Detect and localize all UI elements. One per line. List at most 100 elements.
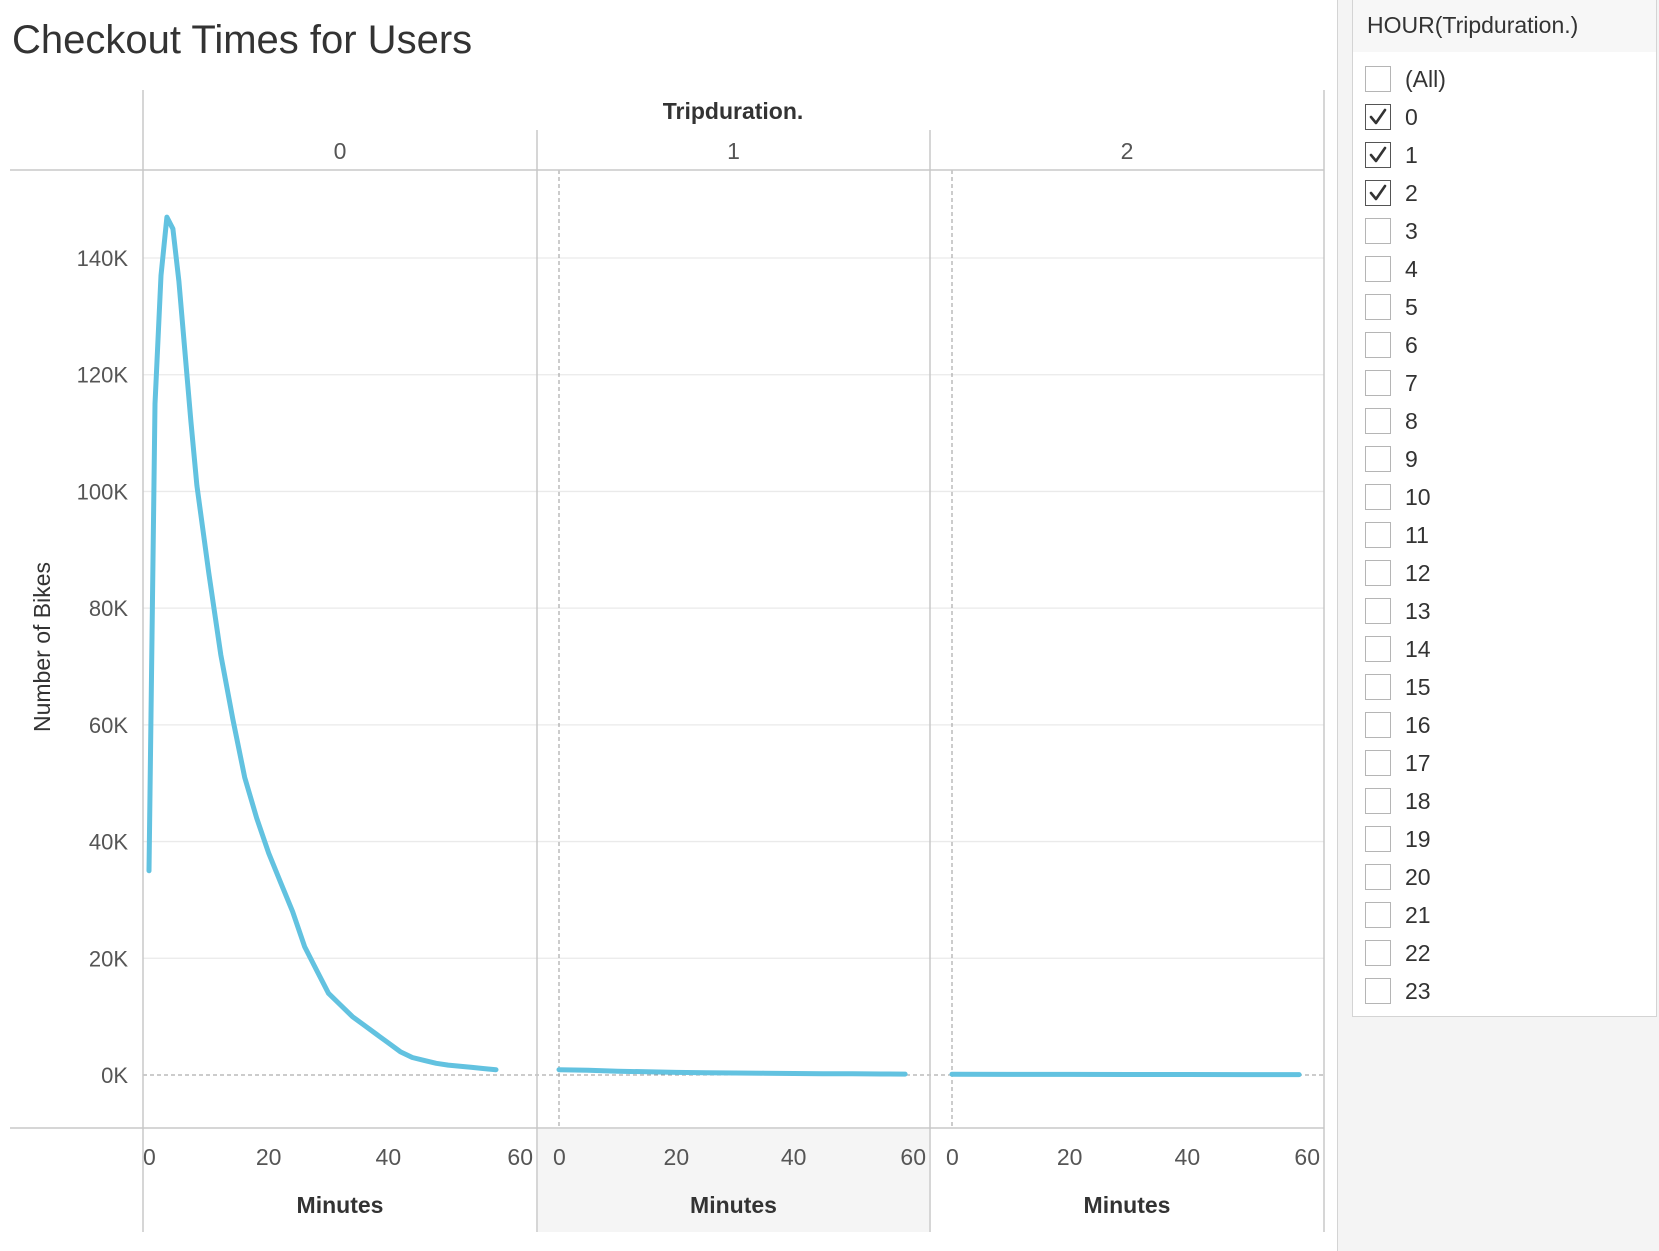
x-tick-label: 0 <box>946 1144 959 1170</box>
checkbox[interactable] <box>1365 712 1391 738</box>
label-layer: Tripduration. Number of Bikes 0K 20K 40K 60K 8… <box>29 98 1320 1218</box>
checkbox[interactable] <box>1365 902 1391 928</box>
filter-item[interactable]: 13 <box>1353 592 1656 630</box>
y-tick-label: 60K <box>89 713 128 738</box>
checkbox[interactable] <box>1365 788 1391 814</box>
checkbox[interactable] <box>1365 674 1391 700</box>
filter-item-label: 6 <box>1405 331 1418 358</box>
filter-item[interactable]: 5 <box>1353 288 1656 326</box>
x-tick-label: 20 <box>256 1144 282 1170</box>
checkbox[interactable] <box>1365 864 1391 890</box>
filter-item[interactable]: 17 <box>1353 744 1656 782</box>
filter-card: HOUR(Tripduration.) (All) 0 1 2 3 4 5 6 7 8 9 10 11 1… <box>1352 0 1657 1017</box>
series-line <box>146 214 499 1073</box>
filter-item[interactable]: 7 <box>1353 364 1656 402</box>
checkbox[interactable] <box>1365 560 1391 586</box>
x-tick-label: 40 <box>1175 1144 1201 1170</box>
filter-item-label: 7 <box>1405 369 1418 396</box>
filter-sidebar: HOUR(Tripduration.) (All) 0 1 2 3 4 5 6 7 8 9 10 11 1… <box>1337 0 1659 1251</box>
filter-item-label: 9 <box>1405 445 1418 472</box>
filter-item-label: 20 <box>1405 863 1431 890</box>
filter-item[interactable]: 23 <box>1353 972 1656 1010</box>
x-tick-label: 60 <box>900 1144 926 1170</box>
checkbox[interactable] <box>1365 940 1391 966</box>
x-axis-label: Minutes <box>297 1192 384 1218</box>
column-header: Tripduration. <box>663 98 804 124</box>
filter-item[interactable]: 20 <box>1353 858 1656 896</box>
checkbox[interactable] <box>1365 408 1391 434</box>
checkbox[interactable] <box>1365 522 1391 548</box>
filter-item[interactable]: 8 <box>1353 402 1656 440</box>
frame-layer <box>10 90 1325 1232</box>
x-tick-label: 40 <box>376 1144 402 1170</box>
filter-item[interactable]: 3 <box>1353 212 1656 250</box>
checkbox[interactable] <box>1365 66 1391 92</box>
filter-item[interactable]: 1 <box>1353 136 1656 174</box>
y-tick-label: 100K <box>77 479 129 504</box>
filter-item-label: 8 <box>1405 407 1418 434</box>
y-tick-label: 40K <box>89 830 128 855</box>
filter-item-label: 14 <box>1405 635 1431 662</box>
checkbox[interactable] <box>1365 256 1391 282</box>
filter-item-label: 23 <box>1405 977 1431 1004</box>
filter-item[interactable]: 18 <box>1353 782 1656 820</box>
y-tick-label: 80K <box>89 596 128 621</box>
filter-item[interactable]: 10 <box>1353 478 1656 516</box>
filter-item[interactable]: 2 <box>1353 174 1656 212</box>
filter-item-label: 13 <box>1405 597 1431 624</box>
checkbox[interactable] <box>1365 332 1391 358</box>
filter-item[interactable]: 12 <box>1353 554 1656 592</box>
filter-item-label: 10 <box>1405 483 1431 510</box>
filter-item-label: (All) <box>1405 65 1446 92</box>
x-tick-label: 60 <box>507 1144 533 1170</box>
filter-item[interactable]: 21 <box>1353 896 1656 934</box>
checkbox[interactable] <box>1365 218 1391 244</box>
filter-item-label: 22 <box>1405 939 1431 966</box>
checkbox[interactable] <box>1365 294 1391 320</box>
checkbox[interactable] <box>1365 370 1391 396</box>
checkmark-icon <box>1369 146 1387 163</box>
checkbox[interactable] <box>1365 180 1391 206</box>
filter-item[interactable]: 6 <box>1353 326 1656 364</box>
filter-item-label: 2 <box>1405 179 1418 206</box>
filter-item-label: 18 <box>1405 787 1431 814</box>
filter-item-label: 17 <box>1405 749 1431 776</box>
checkbox[interactable] <box>1365 636 1391 662</box>
panel-label: 2 <box>1121 138 1134 164</box>
checkbox[interactable] <box>1365 142 1391 168</box>
filter-item[interactable]: 15 <box>1353 668 1656 706</box>
y-tick-label: 140K <box>77 246 129 271</box>
filter-item[interactable]: (All) <box>1353 60 1656 98</box>
checkbox[interactable] <box>1365 598 1391 624</box>
x-axis-label: Minutes <box>1084 1192 1171 1218</box>
filter-item-label: 0 <box>1405 103 1418 130</box>
checkmark-icon <box>1369 108 1387 125</box>
checkbox[interactable] <box>1365 484 1391 510</box>
filter-item-label: 12 <box>1405 559 1431 586</box>
filter-item[interactable]: 14 <box>1353 630 1656 668</box>
checkbox[interactable] <box>1365 826 1391 852</box>
y-tick-label: 20K <box>89 946 128 971</box>
filter-item-label: 19 <box>1405 825 1431 852</box>
panel-label: 0 <box>334 138 347 164</box>
filter-item[interactable]: 19 <box>1353 820 1656 858</box>
filter-item-label: 11 <box>1405 521 1429 548</box>
checkbox[interactable] <box>1365 104 1391 130</box>
series-layer <box>146 214 1302 1078</box>
filter-item[interactable]: 4 <box>1353 250 1656 288</box>
filter-item[interactable]: 16 <box>1353 706 1656 744</box>
filter-item[interactable]: 11 <box>1353 516 1656 554</box>
x-tick-label: 60 <box>1294 1144 1320 1170</box>
page-title: Checkout Times for Users <box>12 18 473 62</box>
filter-item[interactable]: 22 <box>1353 934 1656 972</box>
checkbox[interactable] <box>1365 750 1391 776</box>
filter-title: HOUR(Tripduration.) <box>1353 0 1656 52</box>
x-axis-cell-highlight <box>538 1129 929 1232</box>
filter-item[interactable]: 9 <box>1353 440 1656 478</box>
filter-item[interactable]: 0 <box>1353 98 1656 136</box>
filter-item-label: 4 <box>1405 255 1418 282</box>
x-tick-label: 0 <box>553 1144 566 1170</box>
checkbox[interactable] <box>1365 446 1391 472</box>
checkbox[interactable] <box>1365 978 1391 1004</box>
filter-item-label: 15 <box>1405 673 1431 700</box>
